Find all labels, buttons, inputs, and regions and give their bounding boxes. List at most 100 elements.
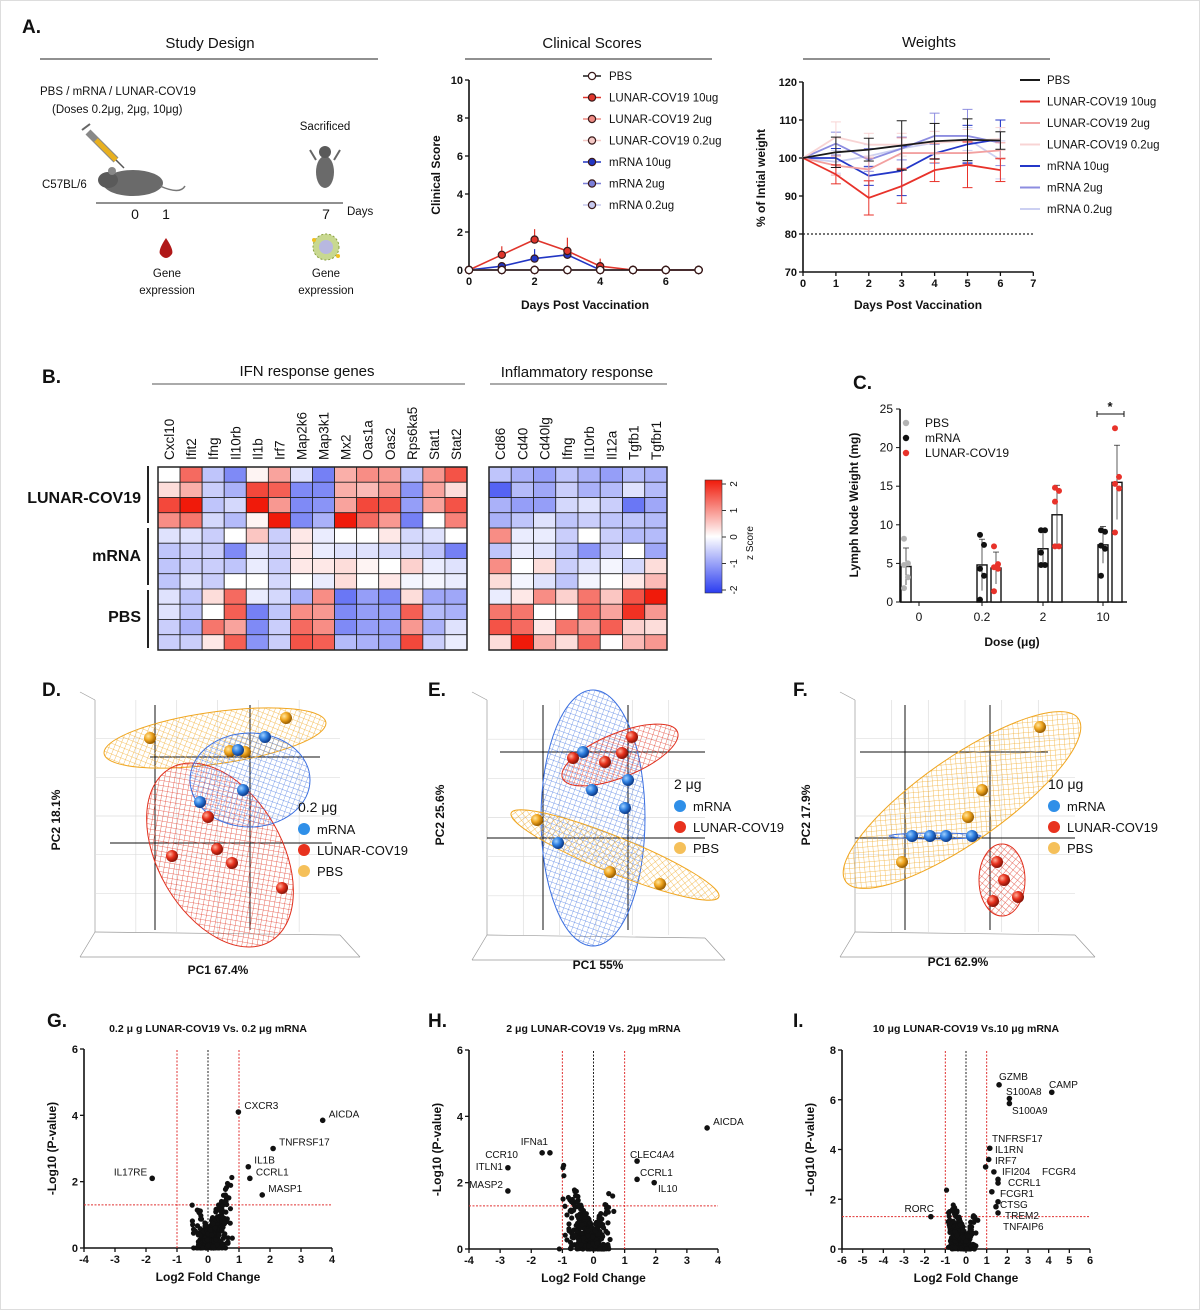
- gene-point: [566, 1221, 572, 1227]
- gene-point: [217, 1206, 223, 1213]
- gene-point: [965, 1233, 971, 1240]
- heatmap-cell: [201, 466, 225, 483]
- x-tick-label: 2: [1040, 610, 1047, 624]
- gene-point: [969, 1231, 975, 1237]
- heatmap-cell: [422, 558, 446, 575]
- frame-line: [704, 937, 726, 961]
- data-point: [977, 565, 983, 572]
- sample-sphere: [976, 784, 988, 796]
- sample-sphere: [998, 874, 1010, 886]
- gene-label: Ifng: [560, 437, 575, 460]
- labeled-gene-point: [995, 1180, 1001, 1186]
- gene-label: CCRL1: [1008, 1178, 1041, 1189]
- y-tick-label: 4: [457, 189, 464, 201]
- heatmap-cell: [599, 558, 623, 575]
- panel-label-g: G.: [47, 1011, 67, 1032]
- gene-point: [196, 1242, 202, 1248]
- heatmap-cell: [510, 542, 534, 559]
- gene-point: [569, 1196, 575, 1203]
- heatmap-cell: [179, 634, 203, 651]
- y-tick-label: 70: [785, 267, 797, 279]
- heatmap-border: [488, 466, 668, 651]
- heatmap-cell: [644, 512, 668, 529]
- heatmap-cell: [488, 542, 512, 559]
- heatmap-cell: [400, 558, 424, 575]
- x-tick-label: 6: [997, 278, 1003, 290]
- legend-label: mRNA: [317, 822, 356, 837]
- heatmap-cell: [622, 542, 646, 559]
- gene-point: [561, 1173, 567, 1179]
- gene-label: Cd40: [515, 428, 530, 460]
- gene-point: [204, 1237, 211, 1243]
- gene-point: [189, 1218, 195, 1224]
- heatmap-cell: [356, 481, 380, 498]
- gene-expression-2-line2: expression: [298, 285, 354, 297]
- gene-point: [227, 1220, 233, 1226]
- days-unit-label: Days: [347, 206, 373, 218]
- gene-label: Stat2: [449, 428, 464, 460]
- heatmap-cell: [510, 512, 534, 529]
- gene-point: [602, 1201, 608, 1208]
- heatmap-cell: [290, 542, 313, 559]
- sample-sphere: [211, 843, 223, 855]
- legend-marker: [674, 800, 686, 812]
- gene-point: [225, 1239, 231, 1245]
- labeled-gene-point: [993, 1203, 999, 1210]
- gene-point: [585, 1233, 591, 1239]
- legend-label: mRNA 2ug: [609, 179, 665, 191]
- x-tick-label: 0: [963, 1255, 969, 1267]
- data-point: [1116, 485, 1122, 492]
- x-axis-label: Dose (μg): [984, 635, 1039, 649]
- heatmap-cell: [400, 527, 424, 544]
- heatmap-cell: [622, 512, 646, 529]
- gene-point: [197, 1232, 203, 1239]
- legend-marker: [587, 136, 597, 145]
- labeled-gene-point: [996, 1082, 1002, 1088]
- heatmap-cell: [488, 588, 512, 605]
- heatmap-cell: [622, 558, 646, 575]
- x-tick-label: 0: [205, 1254, 211, 1266]
- heatmap-cell: [245, 512, 269, 529]
- y-axis-label: -Log10 (P-value): [803, 1103, 817, 1196]
- gene-point: [205, 1242, 211, 1249]
- heatmap-cell: [510, 573, 534, 590]
- gene-point: [598, 1215, 604, 1222]
- sample-sphere: [991, 856, 1003, 868]
- x-tick-label: 4: [715, 1255, 722, 1267]
- gene-point: [202, 1222, 209, 1228]
- x-tick-label: -3: [899, 1255, 909, 1267]
- heatmap-cell: [444, 603, 468, 620]
- gene-point: [219, 1228, 225, 1234]
- heatmap-cell: [510, 619, 534, 636]
- gene-label: S100A8: [1006, 1087, 1042, 1098]
- gene-point: [210, 1244, 216, 1250]
- heatmap-cell: [533, 573, 557, 590]
- data-point: [991, 543, 997, 550]
- y-tick-label: 25: [880, 402, 894, 416]
- heatmap-cell: [422, 512, 446, 529]
- gene-point: [561, 1162, 567, 1168]
- legend-marker: [587, 114, 597, 124]
- heatmap-cell: [378, 481, 402, 498]
- data-point: [1056, 487, 1062, 494]
- gene-point: [575, 1213, 581, 1219]
- heatmap-cell: [577, 634, 601, 651]
- heatmap-cell: [267, 481, 291, 498]
- heatmap-cell: [223, 497, 247, 514]
- labeled-gene-point: [1006, 1095, 1013, 1102]
- sample-sphere: [194, 796, 206, 808]
- legend-marker: [587, 179, 597, 188]
- legend-title: 2 μg: [674, 776, 702, 792]
- y-axis-label: PC2 18.1%: [49, 789, 63, 850]
- gene-point: [590, 1234, 596, 1240]
- heatmap-cell: [157, 558, 181, 575]
- volcano-plot-g: G. 0.2 μ g LUNAR-COV19 Vs. 0.2 μg mRNA 0 2…: [45, 1011, 360, 1284]
- y-tick-label: 0: [886, 595, 893, 609]
- volcano-plot-h: H. 2 μg LUNAR-COV19 Vs. 2μg mRNA 0 2 4 6 -4 -3…: [428, 1011, 744, 1285]
- sample-sphere: [626, 731, 638, 743]
- labeled-gene-point: [704, 1125, 710, 1131]
- x-tick-label: 2: [866, 278, 872, 290]
- legend-label: mRNA 0.2ug: [1047, 204, 1112, 216]
- legend-marker: [298, 844, 310, 856]
